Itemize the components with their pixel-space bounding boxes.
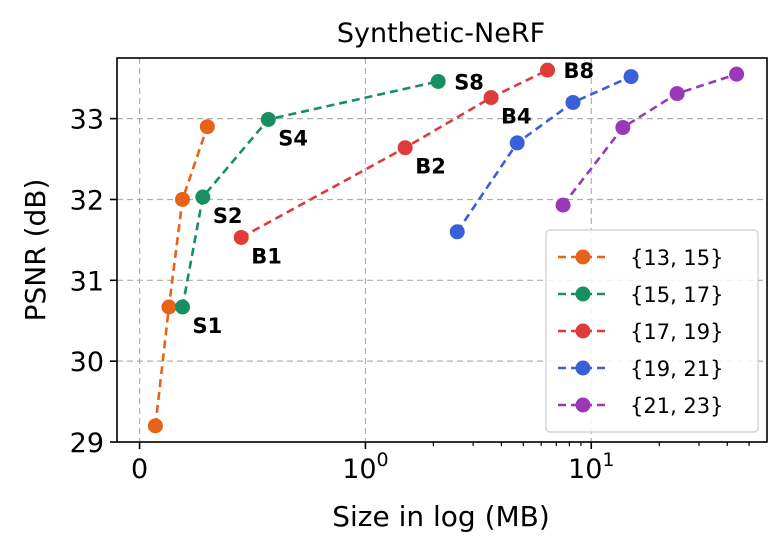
data-point bbox=[615, 120, 631, 136]
data-point bbox=[565, 94, 581, 110]
data-point bbox=[430, 73, 446, 89]
legend-marker bbox=[575, 360, 591, 376]
series-line bbox=[561, 72, 738, 206]
data-point bbox=[623, 69, 639, 85]
x-tick-base: 0 bbox=[131, 454, 148, 485]
data-point bbox=[449, 224, 465, 240]
legend-label: {15, 17} bbox=[630, 283, 724, 307]
series-1 bbox=[174, 73, 446, 315]
legend-label: {21, 23} bbox=[630, 394, 724, 418]
data-point bbox=[555, 197, 571, 213]
legend-item: {19, 21} bbox=[558, 357, 724, 381]
data-point bbox=[729, 66, 745, 82]
data-point bbox=[483, 90, 499, 106]
x-tick-label: 101 bbox=[568, 449, 614, 485]
data-point bbox=[233, 229, 249, 245]
data-point bbox=[509, 135, 525, 151]
y-tick-label: 29 bbox=[70, 428, 104, 459]
legend-marker bbox=[575, 286, 591, 302]
data-point bbox=[260, 111, 276, 127]
series-4 bbox=[555, 66, 745, 213]
point-label: S2 bbox=[213, 204, 243, 228]
data-point bbox=[539, 62, 555, 78]
legend-item: {15, 17} bbox=[558, 283, 724, 307]
x-axis-title: Size in log (MB) bbox=[332, 500, 550, 533]
series-2 bbox=[233, 62, 555, 245]
y-tick-label: 31 bbox=[70, 266, 104, 297]
legend-item: {17, 19} bbox=[558, 320, 724, 344]
y-tick-label: 30 bbox=[70, 347, 104, 378]
x-tick-exponent: 1 bbox=[602, 449, 614, 471]
legend-marker bbox=[575, 249, 591, 265]
data-point bbox=[669, 86, 685, 102]
legend-box bbox=[545, 229, 759, 433]
data-point bbox=[147, 418, 163, 434]
legend-label: {13, 15} bbox=[630, 246, 724, 270]
plot-frame bbox=[116, 57, 768, 443]
legend: {13, 15} {15, 17} {17, 19} {19, 21} {21, 23} bbox=[545, 229, 759, 433]
point-label: B2 bbox=[415, 155, 446, 179]
x-tick-exponent: 0 bbox=[377, 449, 389, 471]
x-axis-ticks: 0 100 101 bbox=[131, 442, 750, 485]
legend-label: {19, 21} bbox=[630, 357, 724, 381]
x-tick-base: 10 bbox=[342, 454, 376, 485]
x-tick-base: 10 bbox=[568, 454, 602, 485]
data-point bbox=[161, 299, 177, 315]
series-layer bbox=[147, 62, 745, 434]
point-label: B1 bbox=[251, 244, 282, 268]
data-point bbox=[174, 191, 190, 207]
point-labels: S1 S2 S4 S8 B1 B2 B4 B8 bbox=[192, 59, 594, 338]
y-tick-label: 33 bbox=[70, 105, 104, 136]
point-label: B4 bbox=[501, 105, 532, 129]
legend-item: {13, 15} bbox=[558, 246, 724, 270]
legend-marker bbox=[575, 323, 591, 339]
series-line bbox=[456, 75, 632, 233]
data-point bbox=[199, 119, 215, 135]
series-line bbox=[181, 80, 439, 308]
series-0 bbox=[147, 119, 215, 434]
data-point bbox=[195, 189, 211, 205]
series-3 bbox=[449, 69, 639, 240]
legend-item: {21, 23} bbox=[558, 394, 724, 418]
data-point bbox=[397, 140, 413, 156]
legend-marker bbox=[575, 397, 591, 413]
x-tick-label: 100 bbox=[342, 449, 388, 485]
point-label: S4 bbox=[278, 126, 308, 150]
point-label: B8 bbox=[563, 59, 594, 83]
legend-label: {17, 19} bbox=[630, 320, 724, 344]
series-line bbox=[154, 126, 209, 426]
point-label: S8 bbox=[454, 70, 484, 94]
chart-title: Synthetic-NeRF bbox=[337, 18, 545, 49]
y-tick-label: 32 bbox=[70, 185, 104, 216]
series-line bbox=[240, 68, 549, 239]
x-tick-label: 0 bbox=[131, 454, 148, 485]
y-axis-title: PSNR (dB) bbox=[19, 179, 52, 322]
point-label: S1 bbox=[192, 314, 222, 338]
y-axis-ticks: 29 30 31 32 33 bbox=[70, 105, 117, 459]
data-point bbox=[174, 299, 190, 315]
